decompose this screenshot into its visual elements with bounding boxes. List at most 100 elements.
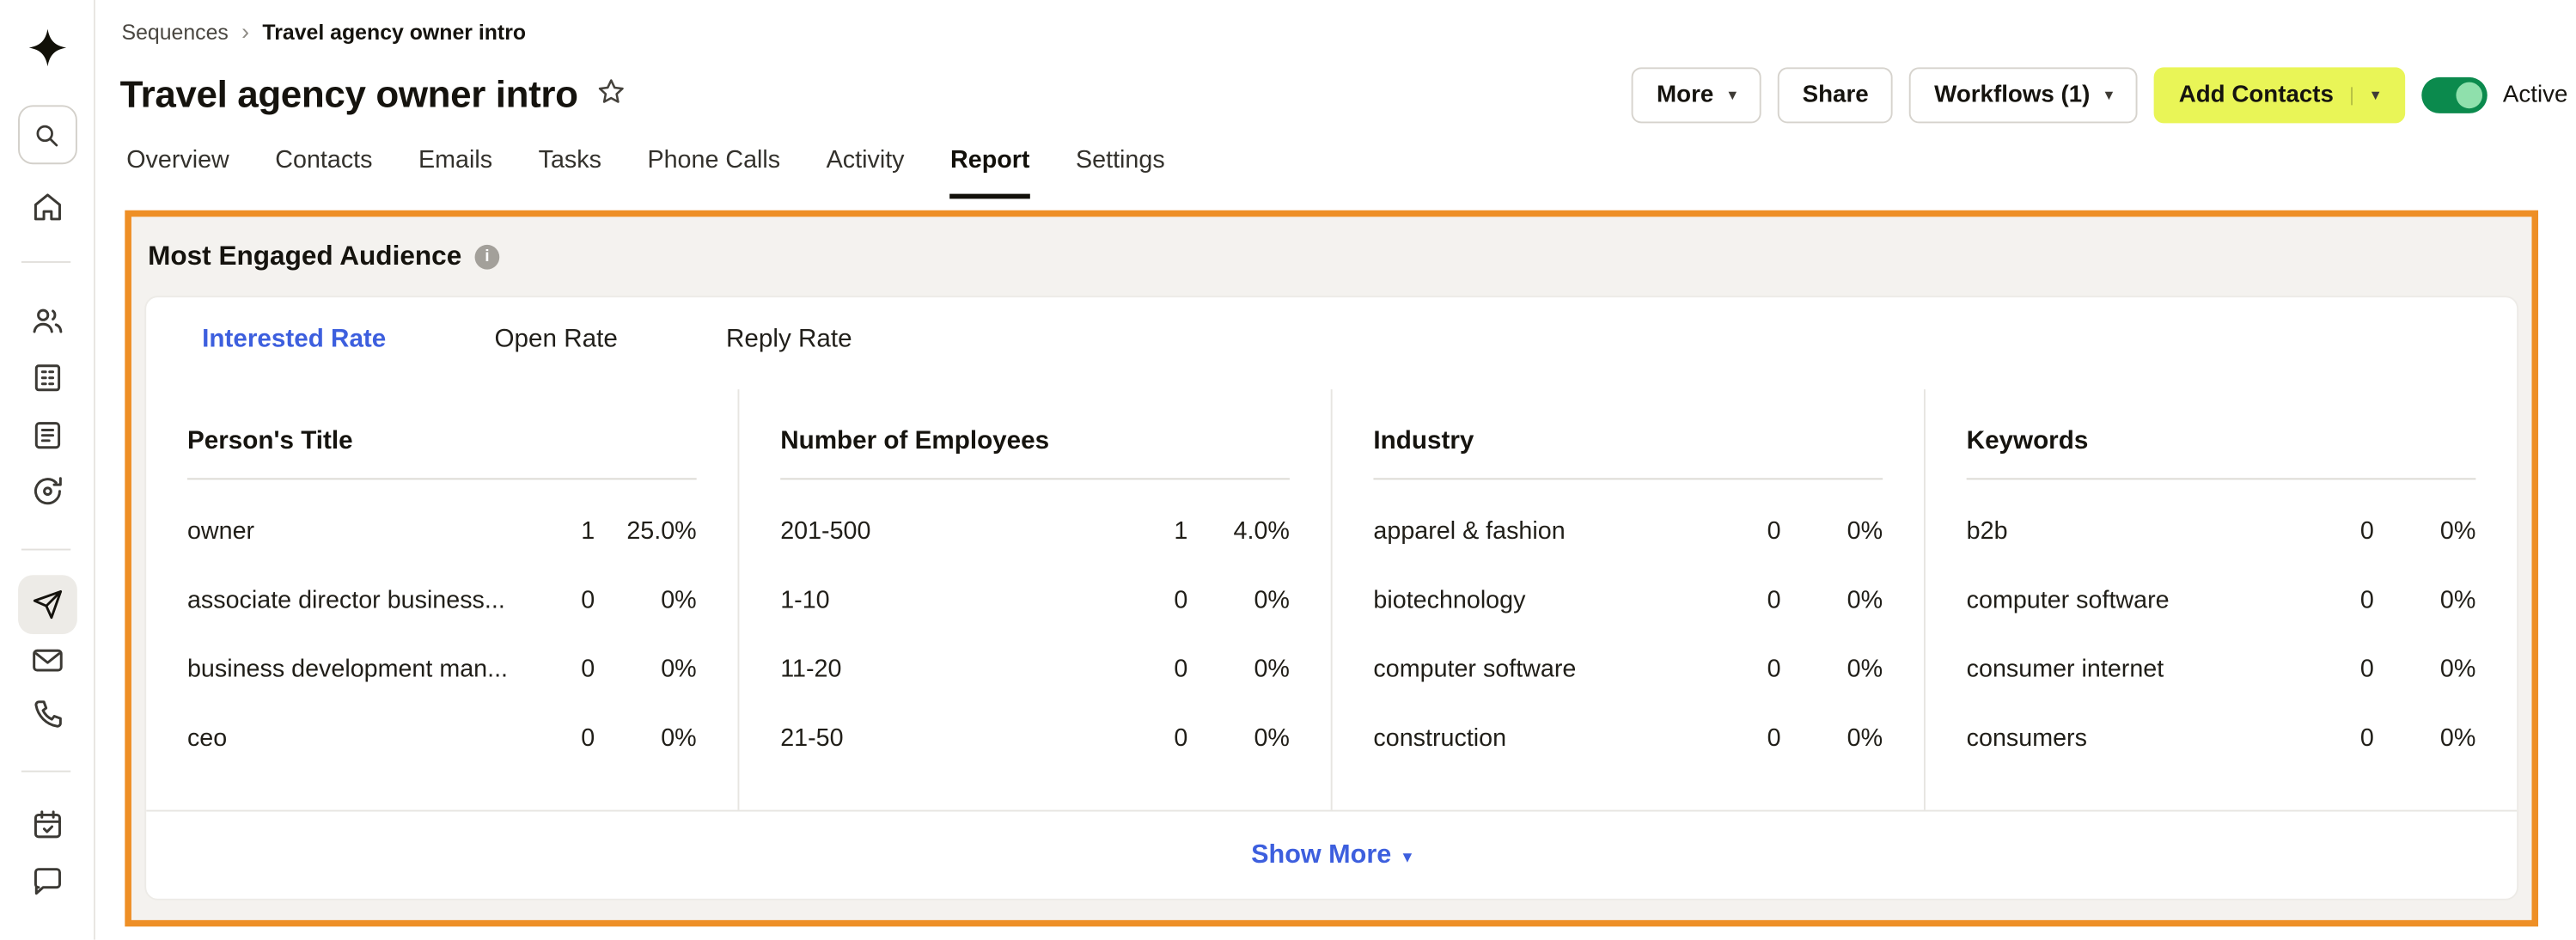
row-percent: 0% <box>661 585 697 614</box>
tab-phone-calls[interactable]: Phone Calls <box>647 146 781 174</box>
breadcrumb-chevron-icon: › <box>241 18 250 45</box>
card-title: Most Engaged Audience <box>148 241 462 271</box>
tab-contacts[interactable]: Contacts <box>275 146 373 174</box>
audience-column-keywords: Keywords b2b 0 0% computer software 0 0% <box>1923 389 2517 810</box>
lists-icon[interactable] <box>28 418 64 454</box>
column-rows: 201-500 1 4.0% 1-10 0 0% 11-20 <box>780 496 1290 772</box>
row-percent: 0% <box>1847 516 1883 545</box>
chevron-down-icon: ▾ <box>2351 86 2380 105</box>
row-label: b2b <box>1966 516 2008 545</box>
audience-row: business development man... 0 0% <box>187 634 697 703</box>
data-enrichment-icon[interactable] <box>28 473 64 510</box>
tab-reply-rate[interactable]: Reply Rate <box>726 325 852 354</box>
column-rows: b2b 0 0% computer software 0 0% consumer… <box>1967 496 2476 772</box>
audience-row: biotechnology 0 0% <box>1373 565 1883 634</box>
chevron-down-icon: ▾ <box>1728 86 1737 105</box>
row-count: 0 <box>2359 516 2374 545</box>
search-icon[interactable] <box>17 105 76 165</box>
audience-row: associate director business... 0 0% <box>187 565 697 634</box>
add-contacts-button-label: Add Contacts <box>2178 82 2334 109</box>
metric-tabs: Interested Rate Open Rate Reply Rate <box>146 297 2517 357</box>
tab-tasks[interactable]: Tasks <box>538 146 601 174</box>
row-percent: 0% <box>661 654 697 683</box>
row-label: 11-20 <box>780 654 842 683</box>
email-icon[interactable] <box>28 643 64 679</box>
tab-report[interactable]: Report <box>950 144 1030 199</box>
row-count: 0 <box>1174 585 1188 614</box>
row-label: 1-10 <box>780 585 830 614</box>
row-percent: 0% <box>2439 516 2476 545</box>
more-button[interactable]: More ▾ <box>1632 67 1761 124</box>
tab-settings[interactable]: Settings <box>1076 146 1165 174</box>
audience-row: construction 0 0% <box>1373 703 1883 772</box>
audience-row: b2b 0 0% <box>1967 496 2476 565</box>
audience-row: 21-50 0 0% <box>780 703 1290 772</box>
tab-open-rate[interactable]: Open Rate <box>494 325 618 354</box>
active-toggle[interactable] <box>2420 76 2487 113</box>
phone-icon[interactable] <box>28 697 64 733</box>
people-icon[interactable] <box>28 302 64 339</box>
row-percent: 0% <box>1847 654 1883 683</box>
row-percent: 0% <box>1847 723 1883 752</box>
audience-row: computer software 0 0% <box>1373 634 1883 703</box>
home-icon[interactable] <box>28 189 64 225</box>
row-label: biotechnology <box>1373 585 1526 614</box>
share-button[interactable]: Share <box>1777 67 1894 124</box>
add-contacts-button[interactable]: Add Contacts ▾ <box>2154 67 2405 124</box>
sidebar-divider <box>21 770 71 772</box>
column-header: Industry <box>1373 389 1883 480</box>
row-percent: 4.0% <box>1233 516 1290 545</box>
row-label: consumers <box>1966 723 2087 752</box>
apollo-logo-icon[interactable] <box>26 27 69 70</box>
info-icon[interactable]: i <box>474 243 500 269</box>
breadcrumb-parent[interactable]: Sequences <box>121 19 229 45</box>
row-percent: 0% <box>1254 654 1290 683</box>
sidebar-divider <box>21 261 71 263</box>
column-header: Keywords <box>1966 389 2476 480</box>
row-label: owner <box>186 516 255 545</box>
row-count: 0 <box>581 723 595 752</box>
audience-column-employees: Number of Employees 201-500 1 4.0% 1-10 … <box>737 389 1330 810</box>
show-more-button[interactable]: Show More ▾ <box>146 809 2518 899</box>
companies-icon[interactable] <box>28 360 64 396</box>
row-label: computer software <box>1966 585 2170 614</box>
audience-row: consumers 0 0% <box>1967 703 2476 772</box>
tab-overview[interactable]: Overview <box>126 146 229 174</box>
row-percent: 25.0% <box>626 516 697 545</box>
chevron-down-icon: ▾ <box>1402 847 1413 868</box>
column-rows: owner 1 25.0% associate director busines… <box>187 496 697 772</box>
audience-row: owner 1 25.0% <box>187 496 697 565</box>
row-label: 201-500 <box>780 516 871 545</box>
row-percent: 0% <box>2439 723 2476 752</box>
row-count: 0 <box>2359 654 2374 683</box>
sidebar <box>0 0 95 940</box>
tab-emails[interactable]: Emails <box>418 146 493 174</box>
chat-icon[interactable] <box>28 863 64 899</box>
audience-row: consumer internet 0 0% <box>1967 634 2476 703</box>
row-count: 0 <box>581 585 595 614</box>
header-actions: More ▾ Share Workflows (1) ▾ Add Contact… <box>1632 65 2567 125</box>
tab-interested-rate[interactable]: Interested Rate <box>202 325 387 354</box>
audience-row: apparel & fashion 0 0% <box>1373 496 1883 565</box>
toggle-knob <box>2455 82 2482 109</box>
row-count: 0 <box>1174 723 1188 752</box>
workflows-button[interactable]: Workflows (1) ▾ <box>1909 67 2138 124</box>
column-header: Person's Title <box>186 389 697 480</box>
row-percent: 0% <box>2439 654 2476 683</box>
show-more-label: Show More <box>1251 839 1392 869</box>
favorite-star-icon[interactable] <box>595 75 627 116</box>
row-count: 0 <box>1767 585 1781 614</box>
sequences-icon[interactable] <box>17 575 76 635</box>
row-count: 0 <box>581 654 595 683</box>
audience-row: 1-10 0 0% <box>780 565 1290 634</box>
tasks-calendar-icon[interactable] <box>28 807 64 843</box>
tab-activity[interactable]: Activity <box>826 146 905 174</box>
row-count: 1 <box>581 516 595 545</box>
row-count: 0 <box>1174 654 1188 683</box>
audience-row: 201-500 1 4.0% <box>780 496 1290 565</box>
row-label: computer software <box>1373 654 1577 683</box>
active-toggle-label: Active <box>2502 82 2568 109</box>
audience-row: 11-20 0 0% <box>780 634 1290 703</box>
most-engaged-audience-card: Most Engaged Audience i Interested Rate … <box>131 217 2532 920</box>
